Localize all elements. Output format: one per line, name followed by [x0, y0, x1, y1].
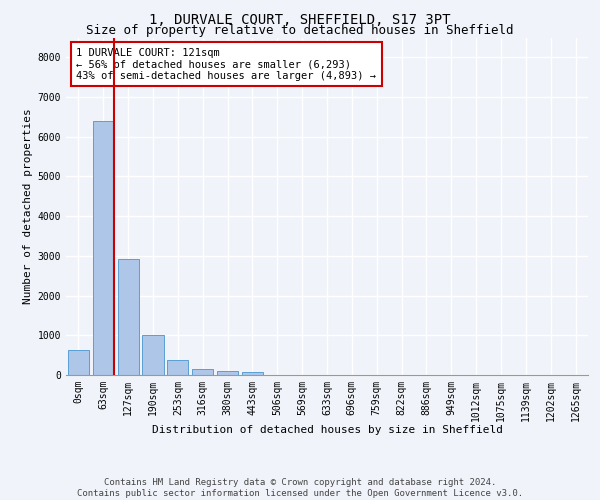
Text: Size of property relative to detached houses in Sheffield: Size of property relative to detached ho…: [86, 24, 514, 37]
Text: Contains HM Land Registry data © Crown copyright and database right 2024.
Contai: Contains HM Land Registry data © Crown c…: [77, 478, 523, 498]
Bar: [192, 368, 213, 375]
X-axis label: Distribution of detached houses by size in Sheffield: Distribution of detached houses by size …: [151, 425, 503, 435]
Bar: [167, 360, 188, 375]
Bar: [118, 259, 139, 375]
Text: 1, DURVALE COURT, SHEFFIELD, S17 3PT: 1, DURVALE COURT, SHEFFIELD, S17 3PT: [149, 12, 451, 26]
Bar: [93, 122, 114, 375]
Bar: [242, 372, 263, 375]
Bar: [68, 350, 89, 375]
Y-axis label: Number of detached properties: Number of detached properties: [23, 108, 34, 304]
Bar: [217, 372, 238, 375]
Text: 1 DURVALE COURT: 121sqm
← 56% of detached houses are smaller (6,293)
43% of semi: 1 DURVALE COURT: 121sqm ← 56% of detache…: [76, 48, 376, 81]
Bar: [142, 336, 164, 375]
